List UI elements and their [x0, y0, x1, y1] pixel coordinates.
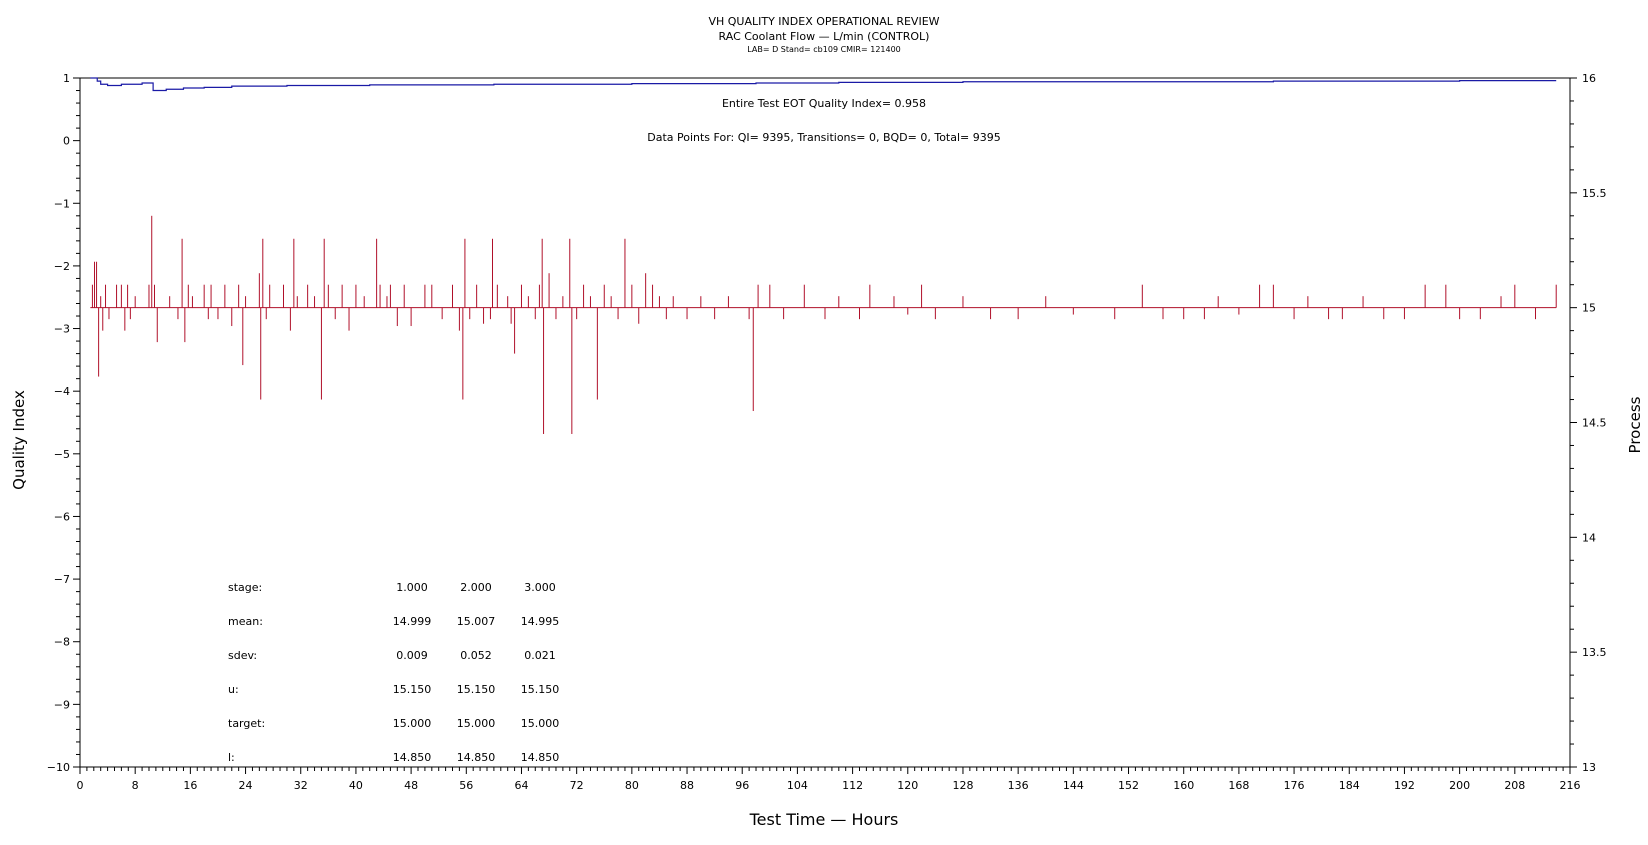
stats-value: 15.000: [521, 717, 560, 730]
x-tick-label: 184: [1339, 779, 1360, 792]
y-tick-label: −10: [47, 761, 70, 774]
x-tick-label: 192: [1394, 779, 1415, 792]
x-tick-label: 40: [349, 779, 363, 792]
x-tick-label: 64: [514, 779, 528, 792]
chart-subtitle: RAC Coolant Flow — L/min (CONTROL): [719, 30, 930, 43]
x-tick-label: 136: [1008, 779, 1029, 792]
y2-tick-label: 13.5: [1582, 646, 1607, 659]
y-tick-label: −5: [54, 448, 70, 461]
x-tick-label: 144: [1063, 779, 1084, 792]
x-tick-label: 112: [842, 779, 863, 792]
y2-tick-label: 14.5: [1582, 417, 1607, 430]
x-tick-label: 72: [570, 779, 584, 792]
x-tick-label: 128: [952, 779, 973, 792]
stats-value: 14.850: [521, 751, 560, 764]
stats-value: 14.850: [393, 751, 432, 764]
stats-value: 14.995: [521, 615, 560, 628]
stats-value: 3.000: [524, 581, 556, 594]
y-tick-label: −7: [54, 573, 70, 586]
y2-tick-label: 16: [1582, 72, 1596, 85]
y-tick-label: −1: [54, 197, 70, 210]
y-tick-label: −6: [54, 510, 70, 523]
data-points-text: Data Points For: QI= 9395, Transitions= …: [647, 131, 1001, 144]
x-tick-label: 32: [294, 779, 308, 792]
x-tick-label: 8: [132, 779, 139, 792]
stats-value: 2.000: [460, 581, 492, 594]
x-tick-label: 24: [239, 779, 253, 792]
stats-value: 15.150: [521, 683, 560, 696]
x-tick-label: 96: [735, 779, 749, 792]
process-series: [90, 215, 1557, 434]
x-tick-label: 216: [1560, 779, 1581, 792]
stats-row-label: u:: [228, 683, 239, 696]
stats-row-label: target:: [228, 717, 265, 730]
stats-row-label: l:: [228, 751, 235, 764]
y2-axis-label: Process: [1626, 396, 1644, 453]
stats-value: 0.052: [460, 649, 492, 662]
stats-row-label: sdev:: [228, 649, 257, 662]
x-tick-label: 160: [1173, 779, 1194, 792]
y2-tick-label: 15: [1582, 302, 1596, 315]
x-tick-label: 120: [897, 779, 918, 792]
y-tick-label: 0: [63, 135, 70, 148]
y-tick-label: −8: [54, 636, 70, 649]
stats-value: 14.999: [393, 615, 432, 628]
stats-row-label: mean:: [228, 615, 263, 628]
x-tick-label: 88: [680, 779, 694, 792]
stats-value: 15.000: [393, 717, 432, 730]
y-tick-label: −2: [54, 260, 70, 273]
stats-value: 0.021: [524, 649, 556, 662]
y2-tick-label: 13: [1582, 761, 1596, 774]
y2-tick-label: 15.5: [1582, 187, 1607, 200]
y-tick-label: −4: [54, 385, 70, 398]
stats-value: 14.850: [457, 751, 496, 764]
y-tick-label: −9: [54, 698, 70, 711]
stats-value: 15.150: [393, 683, 432, 696]
stats-value: 15.150: [457, 683, 496, 696]
stats-value: 1.000: [396, 581, 428, 594]
chart-title: VH QUALITY INDEX OPERATIONAL REVIEW: [708, 15, 939, 28]
x-tick-label: 16: [183, 779, 197, 792]
x-tick-label: 48: [404, 779, 418, 792]
x-tick-label: 200: [1449, 779, 1470, 792]
y-axis-label: Quality Index: [10, 390, 28, 490]
x-axis-label: Test Time — Hours: [749, 810, 899, 829]
stats-value: 15.000: [457, 717, 496, 730]
quality-index-series: [90, 77, 1557, 92]
qi-line: [90, 77, 1557, 92]
plot-area-frame: [79, 77, 1571, 768]
y-tick-label: 1: [63, 72, 70, 85]
x-tick-label: 104: [787, 779, 808, 792]
stats-row-label: stage:: [228, 581, 262, 594]
x-tick-label: 0: [77, 779, 84, 792]
stats-value: 0.009: [396, 649, 428, 662]
x-tick-label: 176: [1284, 779, 1305, 792]
stats-table: stage: 1.000 2.000 3.000 mean: 14.999 15.007 14…: [228, 581, 559, 764]
x-tick-label: 152: [1118, 779, 1139, 792]
stats-value: 15.007: [457, 615, 496, 628]
x-tick-label: 168: [1228, 779, 1249, 792]
chart-stand-info: LAB= D Stand= cb109 CMIR= 121400: [747, 45, 901, 54]
eot-quality-index-text: Entire Test EOT Quality Index= 0.958: [722, 97, 926, 110]
y-tick-label: −3: [54, 323, 70, 336]
x-tick-label: 80: [625, 779, 639, 792]
y2-tick-label: 14: [1582, 531, 1596, 544]
x-tick-label: 208: [1504, 779, 1525, 792]
x-tick-label: 56: [459, 779, 473, 792]
